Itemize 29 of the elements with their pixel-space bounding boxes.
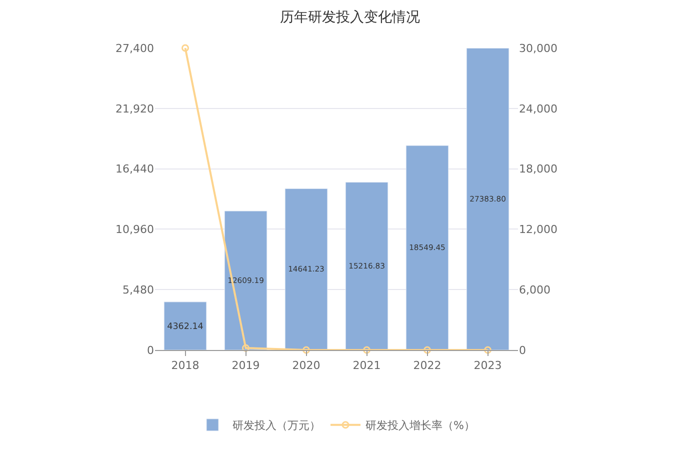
- y2-tick-label: 30,000: [519, 42, 558, 55]
- y-tick-label: 16,440: [116, 162, 154, 176]
- legend-label: 研发投入（万元）: [232, 419, 320, 432]
- y2-tick-label: 6,000: [519, 283, 550, 296]
- point: [484, 346, 492, 354]
- y-tick-label: 27,400: [116, 42, 154, 55]
- y-tick-label: 0: [147, 344, 154, 357]
- point: [182, 44, 189, 52]
- y2-tick-label: 0: [519, 344, 526, 357]
- y2-tick-label: 24,000: [519, 102, 558, 116]
- point: [242, 344, 250, 352]
- point: [424, 346, 431, 354]
- x-tick-label: 2022: [413, 359, 442, 372]
- y2-tick-label: 18,000: [519, 162, 558, 176]
- chart-title: 历年研发投入变化情况: [280, 10, 420, 26]
- point: [302, 346, 310, 354]
- y-tick-label: 21,920: [116, 102, 154, 116]
- y-tick-label: 10,960: [116, 223, 154, 236]
- point: [363, 346, 370, 354]
- x-tick-label: 2018: [171, 359, 200, 372]
- x-tick-label: 2020: [292, 359, 320, 372]
- y-tick-label: 5,480: [122, 283, 154, 296]
- y2-tick-label: 12,000: [519, 223, 558, 236]
- x-tick-label: 2021: [352, 359, 381, 372]
- data-label: 4362.14: [167, 322, 204, 332]
- bar: [164, 302, 207, 350]
- x-tick-label: 2019: [232, 359, 260, 372]
- legend-label: 研发投入增长率（%）: [366, 419, 475, 432]
- x-tick-label: 2023: [474, 359, 502, 372]
